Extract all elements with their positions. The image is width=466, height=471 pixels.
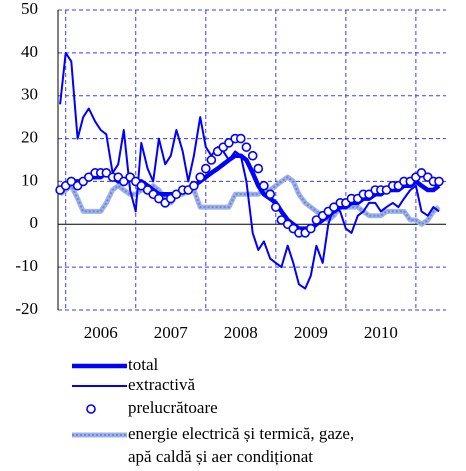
x-tick-label: 2007	[154, 323, 189, 342]
marker	[119, 176, 129, 187]
marker	[136, 180, 147, 191]
legend-label: prelucrătoare	[128, 398, 218, 417]
legend-marker	[86, 404, 96, 414]
marker	[154, 193, 164, 204]
marker	[271, 202, 281, 212]
marker	[329, 202, 339, 212]
series-line-hatch	[59, 175, 440, 226]
x-tick-label: 2009	[294, 323, 328, 342]
marker	[259, 180, 269, 191]
marker	[171, 189, 182, 200]
y-tick-label: -20	[15, 299, 38, 318]
marker	[66, 176, 77, 187]
marker	[381, 185, 392, 195]
marker	[224, 138, 234, 148]
marker	[235, 133, 246, 144]
legend-label-line: apă caldă și aer condiționat	[128, 447, 313, 466]
marker	[416, 168, 427, 178]
marker	[247, 150, 258, 161]
y-tick-label: 40	[21, 42, 38, 61]
marker	[195, 172, 205, 182]
x-tick-label: 2008	[224, 323, 258, 342]
marker	[253, 163, 264, 174]
x-tick-label: 2010	[364, 323, 398, 342]
marker	[364, 189, 374, 200]
x-tick-label: 2006	[84, 323, 118, 342]
marker	[276, 215, 287, 225]
y-tick-label: 20	[21, 127, 38, 146]
marker	[311, 215, 322, 225]
y-tick-label: 30	[21, 85, 38, 104]
marker	[265, 189, 276, 200]
y-tick-label: 10	[21, 170, 38, 189]
legend-label: total	[128, 355, 158, 374]
marker	[189, 180, 199, 191]
legend-label: extractivă	[128, 375, 195, 394]
legend-label: energie electrică și termică, gaze, apă c…	[128, 424, 354, 466]
marker	[306, 223, 316, 234]
marker	[434, 176, 444, 187]
marker	[200, 163, 211, 174]
marker	[241, 142, 252, 152]
y-tick-label: -10	[15, 256, 38, 275]
series-line	[59, 51, 440, 290]
marker	[101, 168, 112, 178]
marker	[84, 172, 94, 182]
marker	[206, 155, 217, 165]
y-tick-label: 0	[30, 213, 39, 232]
legend-label-line: energie electrică și termică, gaze,	[128, 424, 354, 443]
y-tick-label: 50	[21, 0, 38, 18]
